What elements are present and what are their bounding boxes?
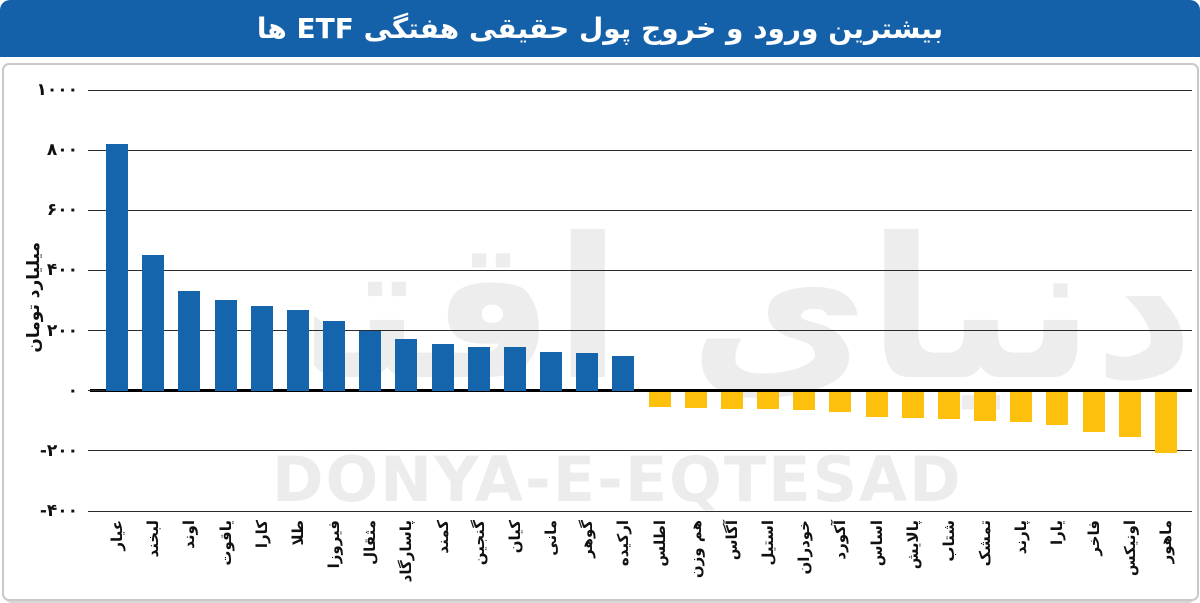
x-axis-label: استیل xyxy=(759,520,778,566)
gridline xyxy=(90,89,1192,91)
bar-outflow xyxy=(757,392,780,410)
bar-outflow xyxy=(901,392,924,418)
y-axis-tick-label: ۴۰۰ xyxy=(46,260,78,281)
watermark-latin: DONYA-E-EQTESAD xyxy=(272,443,963,516)
bar-inflow xyxy=(612,356,635,391)
bar-outflow xyxy=(974,392,997,422)
x-axis-label: اطلس xyxy=(650,520,669,567)
gridline xyxy=(90,510,1192,512)
y-axis-tick-label: -۲۰۰ xyxy=(39,440,78,461)
bar-outflow xyxy=(720,392,743,410)
x-axis-label: فاخر xyxy=(1084,520,1103,556)
x-axis-label: گوهر xyxy=(578,520,597,558)
x-axis-label: پاسارگاد xyxy=(397,520,416,583)
bar-inflow xyxy=(142,254,165,391)
bar-outflow xyxy=(937,392,960,419)
zero-axis-line xyxy=(90,389,1192,393)
bar-inflow xyxy=(467,346,490,391)
y-axis-tick-mark xyxy=(88,209,105,211)
y-axis-tick-label: ۸۰۰ xyxy=(46,140,78,161)
bar-outflow xyxy=(648,392,671,408)
bar-inflow xyxy=(395,339,418,391)
x-axis-label: طلا xyxy=(288,520,307,546)
bar-outflow xyxy=(865,392,888,418)
x-axis-label: یارا xyxy=(1048,520,1067,546)
x-axis-label: آگاس xyxy=(722,520,741,561)
bar-inflow xyxy=(540,352,563,391)
x-axis-label: ارکیده xyxy=(614,520,633,567)
bar-outflow xyxy=(1118,392,1141,437)
bar-inflow xyxy=(250,306,273,391)
x-axis-label: فیروزا xyxy=(325,520,344,569)
y-axis-tick-label: ۰ xyxy=(67,380,78,401)
x-axis-label: یاقوت xyxy=(216,520,235,566)
x-axis-label: تمشک xyxy=(976,520,995,567)
x-axis-label: آکورد xyxy=(831,520,850,560)
bar-inflow xyxy=(106,144,128,391)
x-axis-label: گنجین xyxy=(469,520,488,566)
gridline xyxy=(90,269,1192,271)
y-axis-tick-mark xyxy=(88,89,105,91)
x-axis-label: شتاب xyxy=(939,520,958,562)
x-axis-label: لبخند xyxy=(144,520,163,558)
x-axis-label: کمند xyxy=(433,520,452,554)
y-axis-tick-label: ۲۰۰ xyxy=(46,320,78,341)
bar-outflow xyxy=(793,392,816,411)
gridline xyxy=(90,330,1192,332)
y-axis-tick-label: ۶۰۰ xyxy=(46,200,78,221)
y-axis-tick-mark xyxy=(88,269,105,271)
bar-outflow xyxy=(1154,392,1177,453)
chart-card: دنیای اقتصاد DONYA-E-EQTESAD میلیارد توم… xyxy=(2,63,1199,601)
y-axis-tick-label: ۱۰۰۰ xyxy=(36,80,78,100)
x-axis-label: اوند xyxy=(180,520,199,549)
x-axis-label: مانی xyxy=(542,520,561,556)
bar-outflow xyxy=(684,392,707,408)
x-axis-label: ماهور xyxy=(1156,520,1175,564)
y-axis-tick-mark xyxy=(88,510,105,512)
gridline xyxy=(90,209,1192,211)
x-axis-label: عیار xyxy=(108,520,126,551)
bar-inflow xyxy=(178,291,201,391)
x-axis-label: پارند xyxy=(1012,520,1031,555)
bar-inflow xyxy=(576,353,599,391)
bar-inflow xyxy=(359,331,382,391)
bar-outflow xyxy=(1046,392,1069,426)
bar-inflow xyxy=(503,346,526,391)
y-axis-tick-mark xyxy=(88,390,105,392)
bar-inflow xyxy=(323,321,346,391)
x-axis-label: کیان xyxy=(505,520,524,554)
y-axis-tick-mark xyxy=(88,450,105,452)
y-axis-tick-mark xyxy=(88,330,105,332)
gridline xyxy=(90,149,1192,151)
watermark-persian: دنیای اقتصاد xyxy=(314,196,1194,423)
gridline xyxy=(90,450,1192,452)
x-axis-label: پالایش xyxy=(903,520,922,570)
bar-inflow xyxy=(286,310,309,391)
chart-title-bar: بیشترین ورود و خروج پول حقیقی هفتگی ETF … xyxy=(0,0,1200,57)
bar-outflow xyxy=(1010,392,1033,423)
chart-title: بیشترین ورود و خروج پول حقیقی هفتگی ETF … xyxy=(256,12,944,45)
y-axis-tick-label: -۴۰۰ xyxy=(39,501,78,521)
bar-inflow xyxy=(214,300,237,391)
x-axis-label: خودران xyxy=(795,520,814,575)
x-axis-label: هم وزن xyxy=(686,520,705,579)
x-axis-label: اونیکس xyxy=(1120,520,1139,577)
x-axis-label: کارا xyxy=(252,520,271,549)
bar-outflow xyxy=(1082,392,1105,432)
x-axis-label: مثقال xyxy=(361,520,380,565)
bar-outflow xyxy=(829,392,852,412)
x-axis-label: اساس xyxy=(867,520,886,567)
bar-inflow xyxy=(431,343,454,391)
y-axis-tick-mark xyxy=(88,149,105,151)
